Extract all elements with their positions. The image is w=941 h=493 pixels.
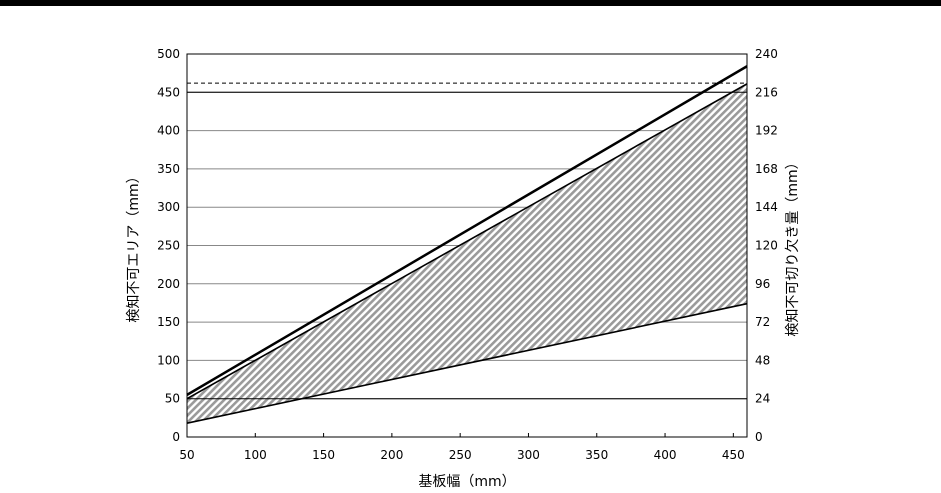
y-tick-label: 100 [157,353,180,367]
y2-tick-label: 192 [755,124,778,138]
plot-frame [186,53,748,438]
y-tick-label: 400 [157,124,180,138]
y2-tick-label: 72 [755,315,770,329]
x-tick-label: 250 [449,448,472,462]
y-tick-label: 300 [157,200,180,214]
y2-tick-label: 24 [755,392,770,406]
y2-tick-label: 120 [755,239,778,253]
x-tick-label: 450 [722,448,745,462]
shaded-region [187,83,747,424]
y2-tick-label: 144 [755,200,778,214]
y2-axis-label: 検知不可切り欠き量（mm） [784,155,801,336]
series-line-2 [186,83,748,400]
y-tick-label: 150 [157,315,180,329]
x-tick-label: 400 [654,448,677,462]
y-tick-label: 250 [157,239,180,253]
x-tick-label: 300 [517,448,540,462]
series-line-3 [186,302,748,424]
y-tick-label: 500 [157,47,180,61]
series [186,65,748,424]
x-axis-label: 基板幅（mm） [418,473,515,490]
y-tick-label: 200 [157,277,180,291]
x-tick-label: 350 [585,448,608,462]
y2-tick-label: 0 [755,430,763,444]
y-tick-label: 50 [165,392,180,406]
y2-tick-label: 168 [755,162,778,176]
x-tick-label: 50 [179,448,194,462]
x-tick-label: 150 [312,448,335,462]
axes: 0 50 100 150 200 250 300 350 400 450 500 0 24 48 72 96 1… [157,47,778,462]
y2-tick-label: 96 [755,277,770,291]
x-tick-label: 200 [380,448,403,462]
y-tick-label: 350 [157,162,180,176]
y-tick-label: 0 [172,430,180,444]
y-tick-label: 450 [157,85,180,99]
y2-tick-label: 48 [755,353,770,367]
top-bar [0,0,941,6]
y-axis-label: 検知不可エリア（mm） [125,169,142,322]
x-tick-label: 100 [244,448,267,462]
y2-tick-label: 216 [755,85,778,99]
y2-tick-label: 240 [755,47,778,61]
series-line-1 [186,65,748,396]
